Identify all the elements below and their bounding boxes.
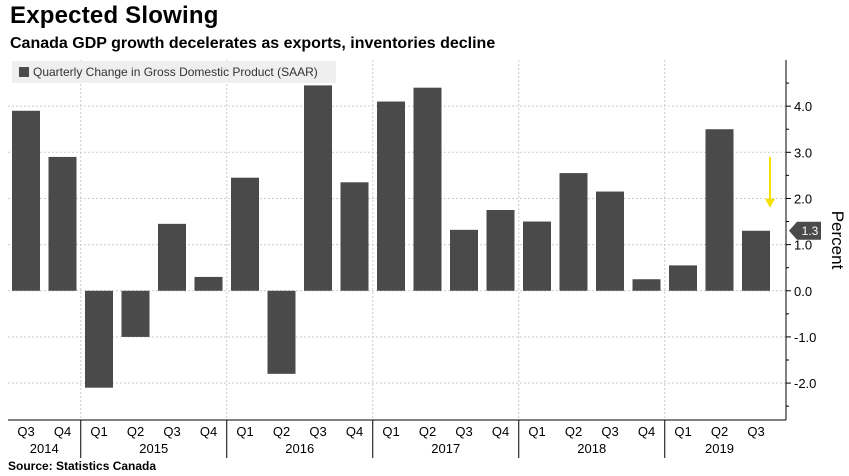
bar-q4-17	[632, 279, 661, 291]
bar-q2-7	[267, 290, 296, 374]
axes: -2.0 -1.0 0.0 1.0 2.0 3.0 4.0 Q3 Q4 Q1 Q2 Q3 Q4 Q1 Q2 Q…	[8, 60, 821, 458]
x-tick-label: Q1	[236, 424, 253, 439]
bar-q2-15	[559, 173, 588, 291]
y-axis-title: Percent	[828, 211, 847, 270]
x-tick-label: Q3	[601, 424, 618, 439]
chart-subtitle: Canada GDP growth decelerates as exports…	[10, 35, 496, 52]
x-year-label: 2017	[431, 441, 460, 456]
chart-title: Expected Slowing	[10, 2, 219, 29]
x-tick-label: Q3	[309, 424, 326, 439]
x-tick-label: Q2	[273, 424, 290, 439]
legend-swatch	[19, 67, 29, 77]
annotation-arrow-head	[765, 198, 775, 208]
legend-entry: Quarterly Change in Gross Domestic Produ…	[33, 65, 318, 79]
bar-q3-0	[12, 110, 40, 291]
bar-q2-11	[413, 87, 442, 291]
x-tick-label: Q2	[419, 424, 436, 439]
x-tick-label: Q2	[127, 424, 144, 439]
x-tick-label: Q1	[382, 424, 399, 439]
bar-q3-16	[596, 191, 624, 291]
y-tick-label: -1.0	[794, 330, 816, 345]
y-tick-label: 1.0	[794, 238, 812, 253]
x-tick-label: Q4	[638, 424, 655, 439]
bars	[12, 85, 770, 388]
source-note: Source: Statistics Canada	[8, 459, 157, 473]
x-tick-label: Q4	[492, 424, 509, 439]
bar-q3-12	[450, 229, 478, 291]
bar-q4-13	[486, 210, 515, 291]
bar-q2-19	[705, 129, 734, 291]
x-tick-label: Q1	[674, 424, 691, 439]
bar-q3-8	[304, 85, 332, 291]
bar-q2-3	[121, 290, 150, 337]
bar-q1-2	[85, 290, 113, 388]
bar-q3-20	[742, 230, 770, 291]
x-year-label: 2015	[139, 441, 168, 456]
last-value-badge	[789, 221, 821, 240]
y-tick-label: 0.0	[794, 284, 812, 299]
x-tick-label: Q3	[17, 424, 34, 439]
y-tick-label: 4.0	[794, 99, 812, 114]
bar-q1-6	[231, 177, 259, 291]
x-tick-label: Q4	[346, 424, 363, 439]
x-tick-label: Q1	[528, 424, 545, 439]
x-year-label: 2019	[705, 441, 734, 456]
x-tick-label: Q3	[747, 424, 764, 439]
y-tick-label: 2.0	[794, 191, 812, 206]
x-year-label: 2016	[285, 441, 314, 456]
legend-background	[12, 61, 336, 83]
legend: Quarterly Change in Gross Domestic Produ…	[12, 61, 336, 83]
last-value-label: 1.3	[802, 224, 819, 238]
x-tick-label: Q4	[200, 424, 217, 439]
bar-q4-5	[194, 276, 223, 291]
x-tick-label: Q3	[455, 424, 472, 439]
bar-q3-4	[158, 223, 186, 291]
bar-q1-18	[669, 265, 697, 291]
bar-q4-9	[340, 182, 369, 291]
bar-q1-10	[377, 101, 405, 291]
y-tick-label: 3.0	[794, 145, 812, 160]
y-tick-label: -2.0	[794, 376, 816, 391]
x-tick-label: Q2	[565, 424, 582, 439]
x-tick-label: Q3	[163, 424, 180, 439]
bar-q4-1	[48, 156, 77, 291]
x-year-label: 2014	[30, 441, 59, 456]
x-tick-label: Q2	[711, 424, 728, 439]
x-year-label: 2018	[577, 441, 606, 456]
bar-q1-14	[523, 221, 551, 291]
x-tick-label: Q1	[90, 424, 107, 439]
x-tick-label: Q4	[54, 424, 71, 439]
